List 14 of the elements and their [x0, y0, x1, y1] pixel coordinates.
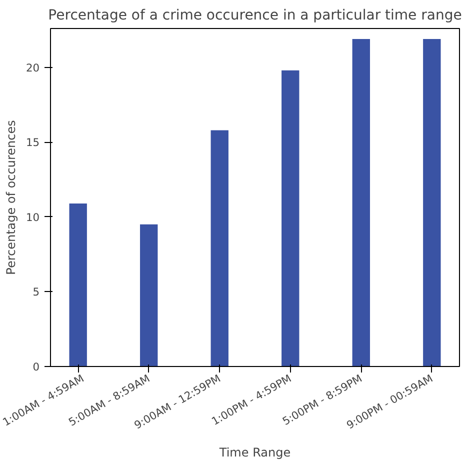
bar	[352, 38, 370, 366]
bar	[140, 224, 158, 366]
y-axis-title: Percentage of occurences	[4, 120, 18, 275]
y-tick-label: 5	[32, 286, 40, 299]
bar	[69, 203, 87, 366]
y-tick-label: 15	[26, 136, 40, 150]
y-tick-label: 0	[32, 360, 40, 374]
bar	[423, 38, 441, 366]
y-tick-label: 20	[26, 61, 40, 74]
chart-title: Percentage of a crime occurence in a particular time range	[48, 8, 462, 24]
bar	[282, 70, 300, 366]
bar	[210, 130, 228, 366]
x-axis-title: Time Range	[218, 445, 291, 460]
y-tick-label: 10	[26, 210, 40, 224]
